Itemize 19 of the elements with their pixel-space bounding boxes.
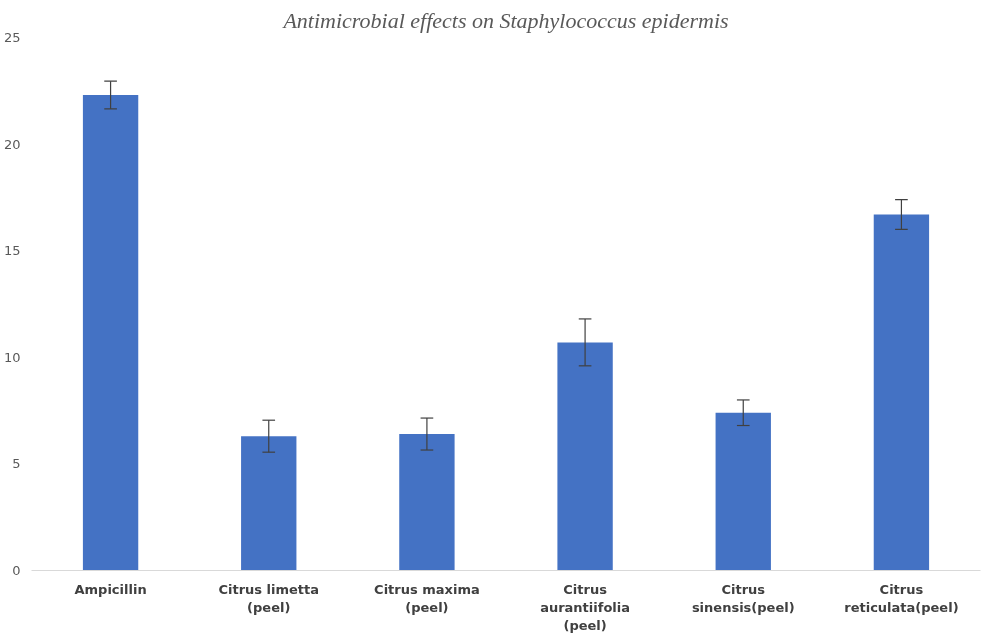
x-tick-label: Citrus limetta (peel) <box>218 581 320 615</box>
y-tick-label: 0 <box>12 563 21 578</box>
bar <box>241 436 297 571</box>
y-tick-label: 15 <box>3 243 21 259</box>
x-tick-label: Citrus maxima (peel) <box>374 581 480 615</box>
x-tick-label: Citrus reticulata(peel) <box>844 581 959 615</box>
x-tick-label: Citrus aurantiifolia (peel) <box>540 581 631 633</box>
x-tick-label: Ampicillin <box>74 581 147 597</box>
bar <box>82 95 139 571</box>
bar <box>715 412 771 571</box>
bar <box>873 214 930 571</box>
y-tick-label: 20 <box>3 136 21 152</box>
y-tick-label: 25 <box>3 30 21 45</box>
y-tick-label: 10 <box>3 349 21 365</box>
bar <box>399 434 455 571</box>
y-tick-label: 5 <box>12 456 21 472</box>
bar <box>557 342 613 571</box>
chart-title: Antimicrobial effects on Staphylococcus epidermis <box>281 7 729 33</box>
x-tick-label: Citrus sinensis(peel) <box>691 581 795 615</box>
